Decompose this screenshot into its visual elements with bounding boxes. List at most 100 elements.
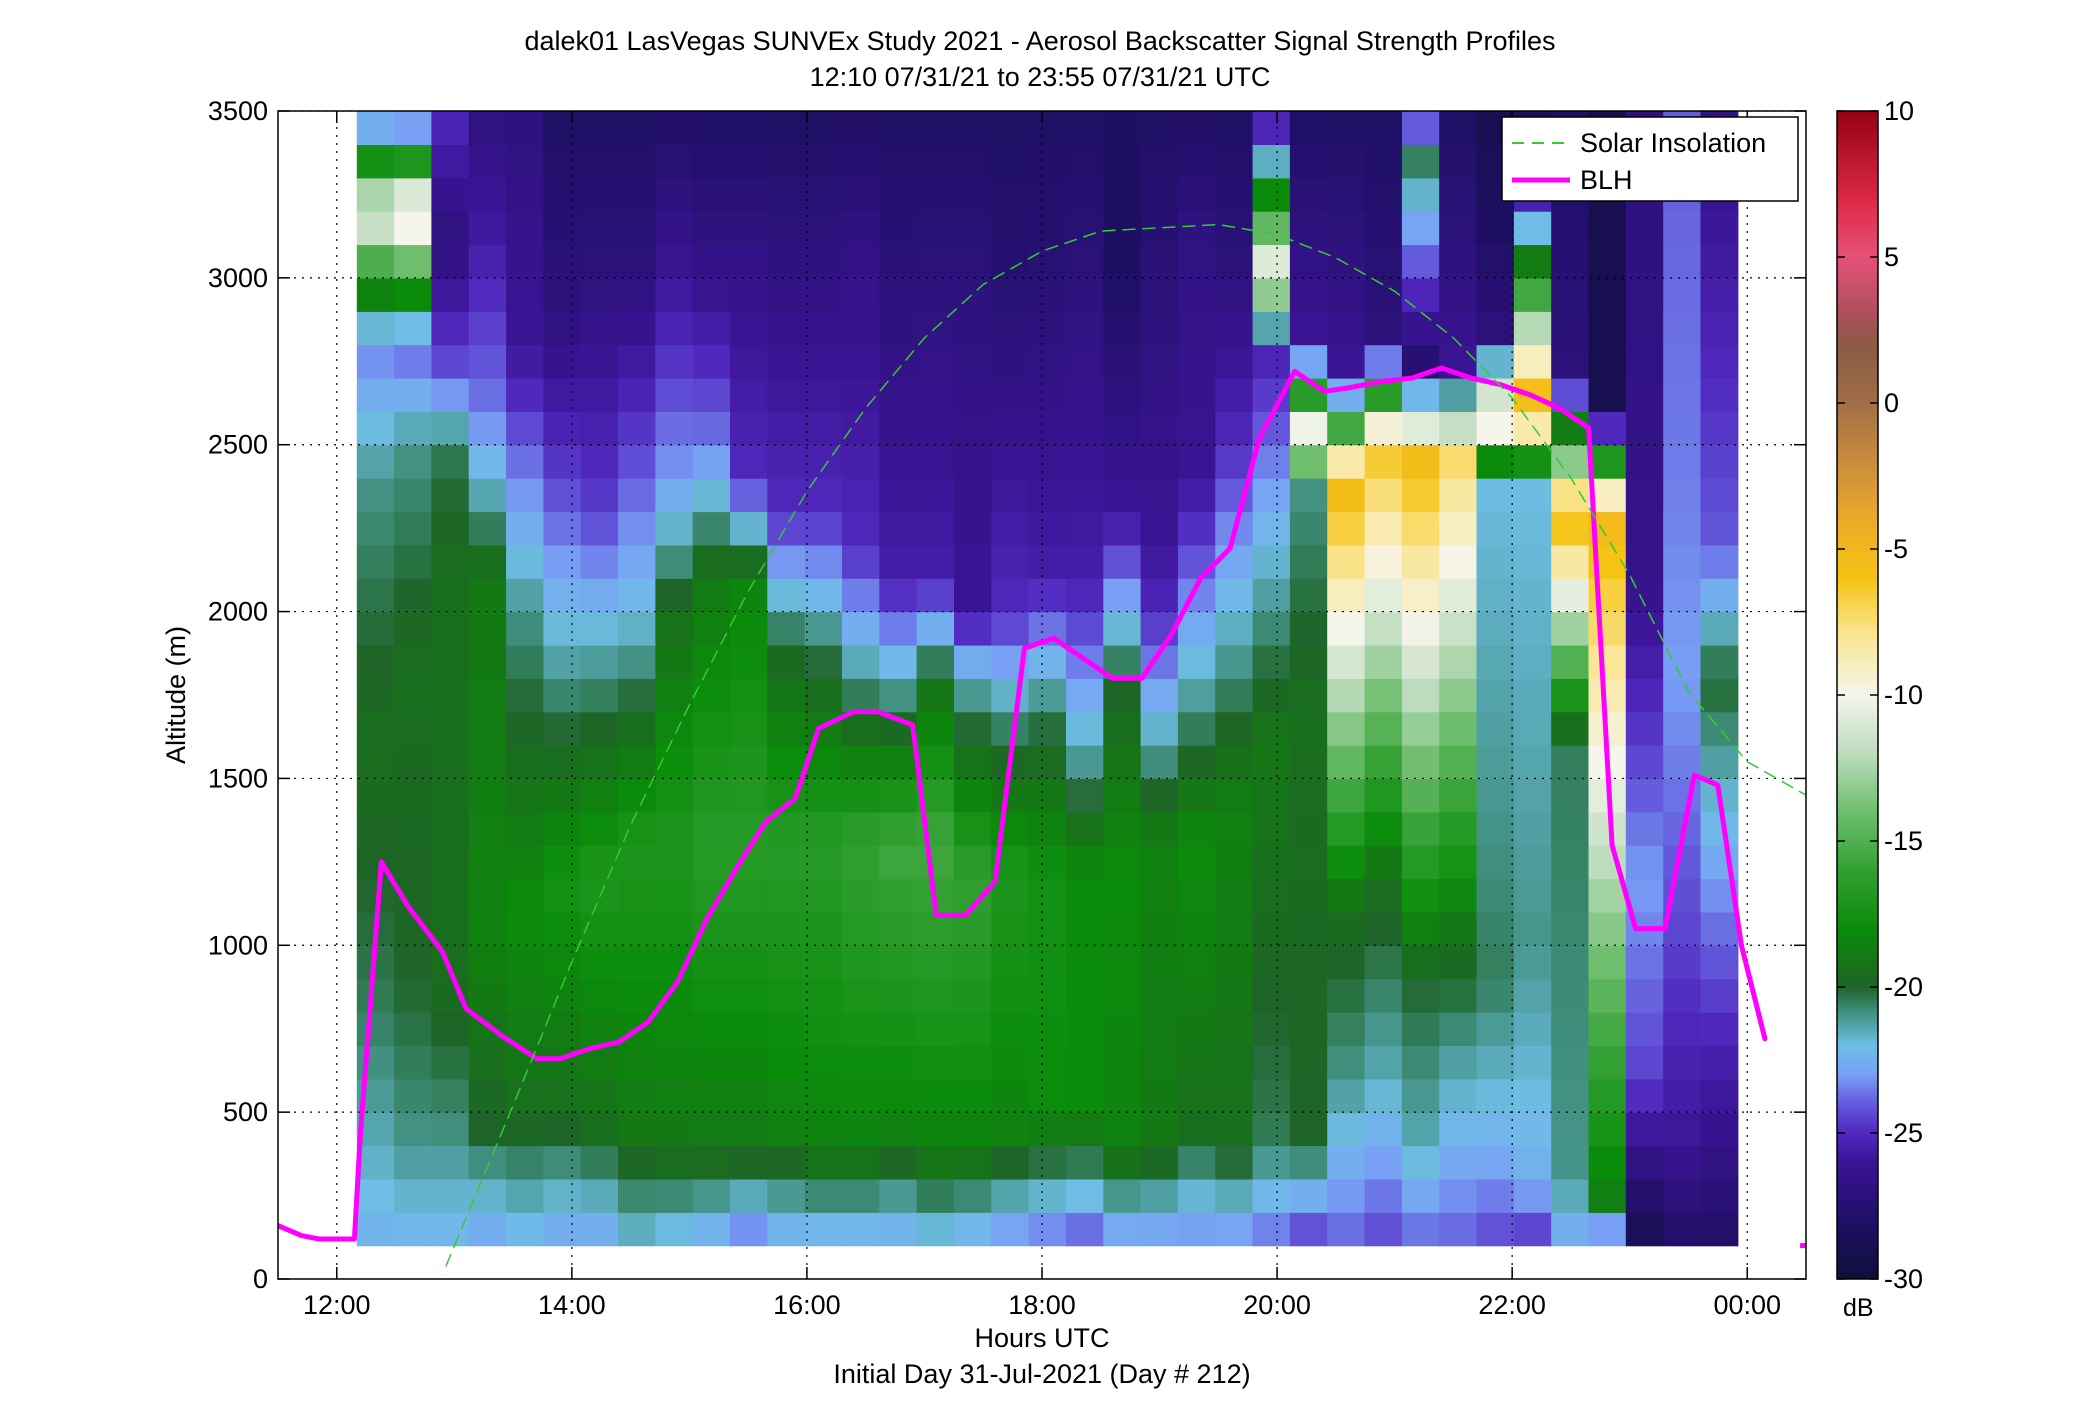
heatmap-cell bbox=[655, 845, 694, 880]
heatmap-cell bbox=[618, 644, 656, 679]
heatmap-cell bbox=[1140, 111, 1179, 145]
heatmap-cell bbox=[730, 711, 768, 746]
legend: Solar Insolation BLH bbox=[1501, 116, 1799, 202]
heatmap-cell bbox=[767, 644, 806, 679]
heatmap-cell bbox=[1401, 978, 1440, 1013]
heatmap-cell bbox=[1252, 611, 1291, 646]
heatmap-cell bbox=[1700, 1145, 1739, 1180]
heatmap-cell bbox=[543, 511, 582, 546]
y-tick-label: 3500 bbox=[208, 96, 268, 126]
heatmap-cell bbox=[1252, 1212, 1291, 1247]
heatmap-cell bbox=[1551, 1145, 1590, 1180]
heatmap-cell bbox=[954, 1012, 992, 1046]
heatmap-cell bbox=[767, 911, 806, 946]
heatmap-cell bbox=[1066, 845, 1104, 880]
heatmap-cell bbox=[804, 344, 843, 379]
heatmap-cell bbox=[954, 544, 992, 579]
heatmap-cell bbox=[916, 211, 955, 246]
heatmap-cell bbox=[842, 277, 880, 312]
heatmap-cell bbox=[1327, 711, 1366, 746]
heatmap-cell bbox=[1439, 945, 1478, 980]
heatmap-cell bbox=[618, 978, 656, 1013]
heatmap-cell bbox=[804, 311, 843, 346]
heatmap-cell bbox=[991, 978, 1030, 1013]
heatmap-cell bbox=[1215, 144, 1254, 179]
heatmap-cell bbox=[655, 1012, 694, 1046]
heatmap-cell bbox=[1028, 1112, 1067, 1147]
heatmap-cell bbox=[916, 1078, 955, 1113]
heatmap-cell bbox=[1103, 144, 1142, 179]
heatmap-cell bbox=[1476, 911, 1515, 946]
heatmap-cell bbox=[1028, 811, 1067, 846]
heatmap-cell bbox=[1513, 411, 1552, 446]
heatmap-cell bbox=[1663, 678, 1702, 713]
heatmap-cell bbox=[580, 378, 619, 412]
heatmap-cell bbox=[991, 945, 1030, 980]
heatmap-cell bbox=[1140, 144, 1179, 179]
heatmap-cell bbox=[879, 644, 918, 679]
heatmap-cell bbox=[804, 1145, 843, 1180]
heatmap-cell bbox=[1177, 711, 1216, 746]
colorbar-tick-label: -20 bbox=[1884, 972, 1923, 1002]
heatmap-cell bbox=[580, 244, 619, 279]
heatmap-cell bbox=[1663, 1178, 1702, 1213]
heatmap-cell bbox=[730, 745, 768, 780]
heatmap-cell bbox=[1327, 411, 1366, 446]
heatmap-cell bbox=[1364, 277, 1403, 312]
heatmap-cell bbox=[543, 1178, 582, 1213]
chart-title: dalek01 LasVegas SUNVEx Study 2021 - Aer… bbox=[524, 26, 1555, 56]
heatmap-cell bbox=[1513, 911, 1552, 946]
heatmap-cell bbox=[1476, 878, 1515, 913]
heatmap-cell bbox=[1252, 745, 1291, 780]
heatmap-cell bbox=[356, 678, 395, 713]
heatmap-cell bbox=[1663, 711, 1702, 746]
heatmap-cell bbox=[1588, 1012, 1627, 1046]
heatmap-cell bbox=[1215, 811, 1254, 846]
heatmap-cell bbox=[692, 244, 731, 279]
heatmap-cell bbox=[506, 678, 544, 713]
heatmap-cell bbox=[692, 578, 731, 613]
heatmap-cell bbox=[1140, 1012, 1179, 1046]
heatmap-cell bbox=[804, 911, 843, 946]
heatmap-cell bbox=[1513, 678, 1552, 713]
heatmap-cell bbox=[879, 811, 918, 846]
heatmap-cell bbox=[1177, 311, 1216, 346]
heatmap-cell bbox=[1215, 544, 1254, 579]
heatmap-cell bbox=[767, 1178, 806, 1213]
heatmap-cell bbox=[618, 578, 656, 613]
heatmap-cell bbox=[916, 1012, 955, 1046]
heatmap-cell bbox=[1066, 1212, 1104, 1247]
heatmap-cell bbox=[1476, 811, 1515, 846]
heatmap-cell bbox=[1439, 511, 1478, 546]
heatmap-cell bbox=[991, 878, 1030, 913]
heatmap-cell bbox=[1103, 311, 1142, 346]
heatmap-cell bbox=[730, 1145, 768, 1180]
heatmap-cell bbox=[1327, 811, 1366, 846]
heatmap-cell bbox=[580, 1212, 619, 1247]
heatmap-cell bbox=[506, 945, 544, 980]
heatmap-cell bbox=[655, 711, 694, 746]
heatmap-cell bbox=[842, 878, 880, 913]
heatmap-cell bbox=[431, 845, 470, 880]
heatmap-cell bbox=[1401, 478, 1440, 513]
heatmap-cell bbox=[804, 878, 843, 913]
heatmap-cell bbox=[1401, 1045, 1440, 1080]
heatmap-cell bbox=[1588, 945, 1627, 980]
heatmap-cell bbox=[1700, 244, 1739, 279]
heatmap-cell bbox=[1551, 1012, 1590, 1046]
heatmap-cell bbox=[879, 344, 918, 379]
heatmap-cell bbox=[655, 111, 694, 145]
heatmap-cell bbox=[804, 177, 843, 212]
heatmap-cell bbox=[356, 344, 395, 379]
heatmap-cell bbox=[1401, 778, 1440, 813]
heatmap-cell bbox=[1140, 1078, 1179, 1113]
heatmap-cell bbox=[1215, 411, 1254, 446]
heatmap-cell bbox=[468, 277, 507, 312]
heatmap-cell bbox=[1327, 177, 1366, 212]
heatmap-cell bbox=[1177, 1178, 1216, 1213]
heatmap-cell bbox=[1625, 1212, 1664, 1247]
heatmap-cell bbox=[356, 1212, 395, 1247]
heatmap-cell bbox=[804, 845, 843, 880]
heatmap-cell bbox=[580, 511, 619, 546]
heatmap-cell bbox=[543, 111, 582, 145]
